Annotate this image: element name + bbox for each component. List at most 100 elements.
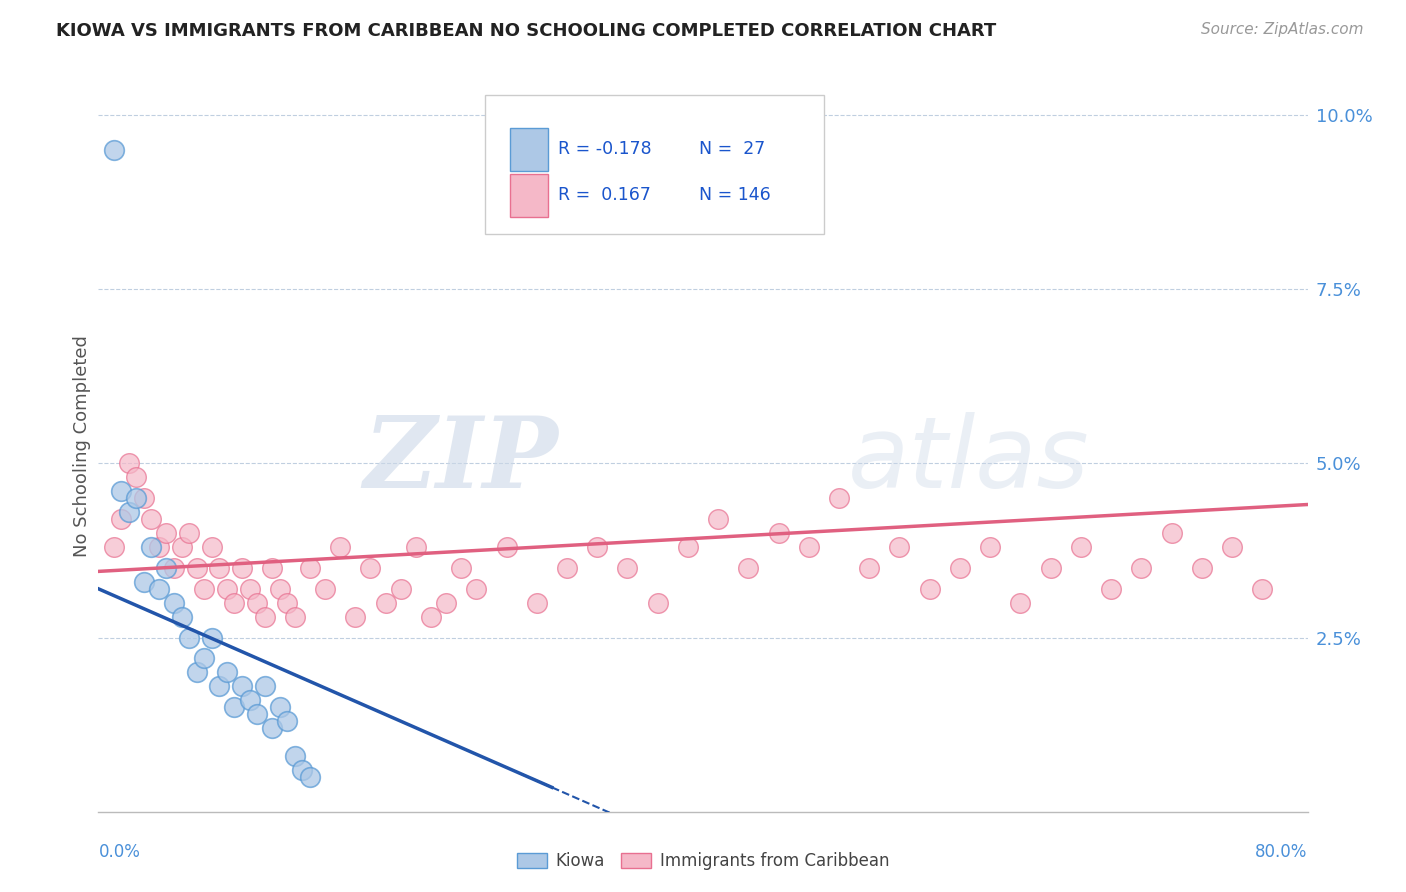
Point (170, 540, 193, 554)
Point (170, 609, 193, 624)
Point (179, 631, 201, 645)
Point (586, 540, 609, 554)
Point (284, 749, 307, 764)
Legend: Kiowa, Immigrants from Caribbean: Kiowa, Immigrants from Caribbean (510, 846, 896, 877)
Point (118, 505, 141, 519)
Point (262, 561, 284, 575)
Point (344, 609, 367, 624)
Point (155, 526, 177, 541)
Point (450, 561, 472, 575)
Point (1010, 596, 1032, 610)
Point (420, 609, 443, 624)
Point (208, 561, 231, 575)
Text: Source: ZipAtlas.com: Source: ZipAtlas.com (1201, 22, 1364, 37)
Text: N = 146: N = 146 (699, 186, 770, 204)
Point (193, 582, 215, 596)
Point (163, 596, 186, 610)
Point (555, 561, 578, 575)
Point (616, 561, 638, 575)
Text: ZIP: ZIP (363, 412, 558, 508)
Text: R = -0.178: R = -0.178 (558, 140, 651, 159)
Point (231, 679, 253, 693)
Point (1039, 561, 1062, 575)
Point (179, 526, 201, 541)
Point (495, 540, 517, 554)
Point (1070, 540, 1092, 554)
Point (141, 512, 163, 526)
Point (889, 540, 911, 554)
Point (269, 582, 291, 596)
Point (163, 561, 186, 575)
Point (1130, 561, 1153, 575)
Point (314, 582, 336, 596)
Point (186, 561, 208, 575)
FancyBboxPatch shape (485, 95, 824, 234)
Point (797, 540, 820, 554)
Point (284, 609, 307, 624)
Point (239, 582, 262, 596)
Point (208, 679, 231, 693)
Point (186, 665, 208, 680)
Point (276, 714, 298, 728)
Point (707, 512, 730, 526)
Point (269, 700, 291, 714)
Point (434, 596, 457, 610)
Point (231, 561, 253, 575)
Point (465, 582, 488, 596)
Point (329, 540, 352, 554)
Text: 0.0%: 0.0% (98, 843, 141, 861)
Point (103, 540, 125, 554)
Point (110, 484, 132, 499)
Point (125, 491, 148, 506)
Point (918, 582, 941, 596)
Point (299, 561, 322, 575)
Point (132, 574, 155, 589)
Point (118, 457, 141, 471)
Point (405, 540, 427, 554)
Point (239, 693, 262, 707)
Point (193, 651, 215, 665)
Point (1099, 582, 1122, 596)
Point (110, 512, 132, 526)
Point (141, 540, 163, 554)
Point (125, 470, 148, 484)
Point (828, 491, 851, 506)
Point (647, 596, 669, 610)
Point (526, 596, 548, 610)
Point (291, 763, 314, 777)
Point (858, 561, 880, 575)
Point (148, 540, 170, 554)
Point (1160, 526, 1182, 541)
Point (374, 596, 396, 610)
Point (676, 540, 699, 554)
Point (215, 665, 238, 680)
Text: R =  0.167: R = 0.167 (558, 186, 651, 204)
Point (215, 582, 238, 596)
Point (737, 561, 759, 575)
Point (1191, 561, 1213, 575)
Point (224, 596, 246, 610)
Point (979, 540, 1001, 554)
Point (246, 596, 269, 610)
Point (253, 679, 276, 693)
Point (1220, 540, 1243, 554)
Point (262, 721, 284, 735)
Point (224, 700, 246, 714)
FancyBboxPatch shape (509, 128, 548, 171)
Text: 80.0%: 80.0% (1256, 843, 1308, 861)
Point (148, 582, 170, 596)
Text: N =  27: N = 27 (699, 140, 766, 159)
Y-axis label: No Schooling Completed: No Schooling Completed (73, 335, 91, 557)
Point (201, 540, 224, 554)
Point (1251, 582, 1274, 596)
Point (389, 582, 412, 596)
Point (155, 561, 177, 575)
FancyBboxPatch shape (509, 174, 548, 217)
Point (103, 143, 125, 157)
Point (360, 561, 382, 575)
Point (276, 596, 298, 610)
Point (299, 770, 322, 784)
Point (132, 491, 155, 506)
Point (768, 526, 790, 541)
Point (201, 631, 224, 645)
